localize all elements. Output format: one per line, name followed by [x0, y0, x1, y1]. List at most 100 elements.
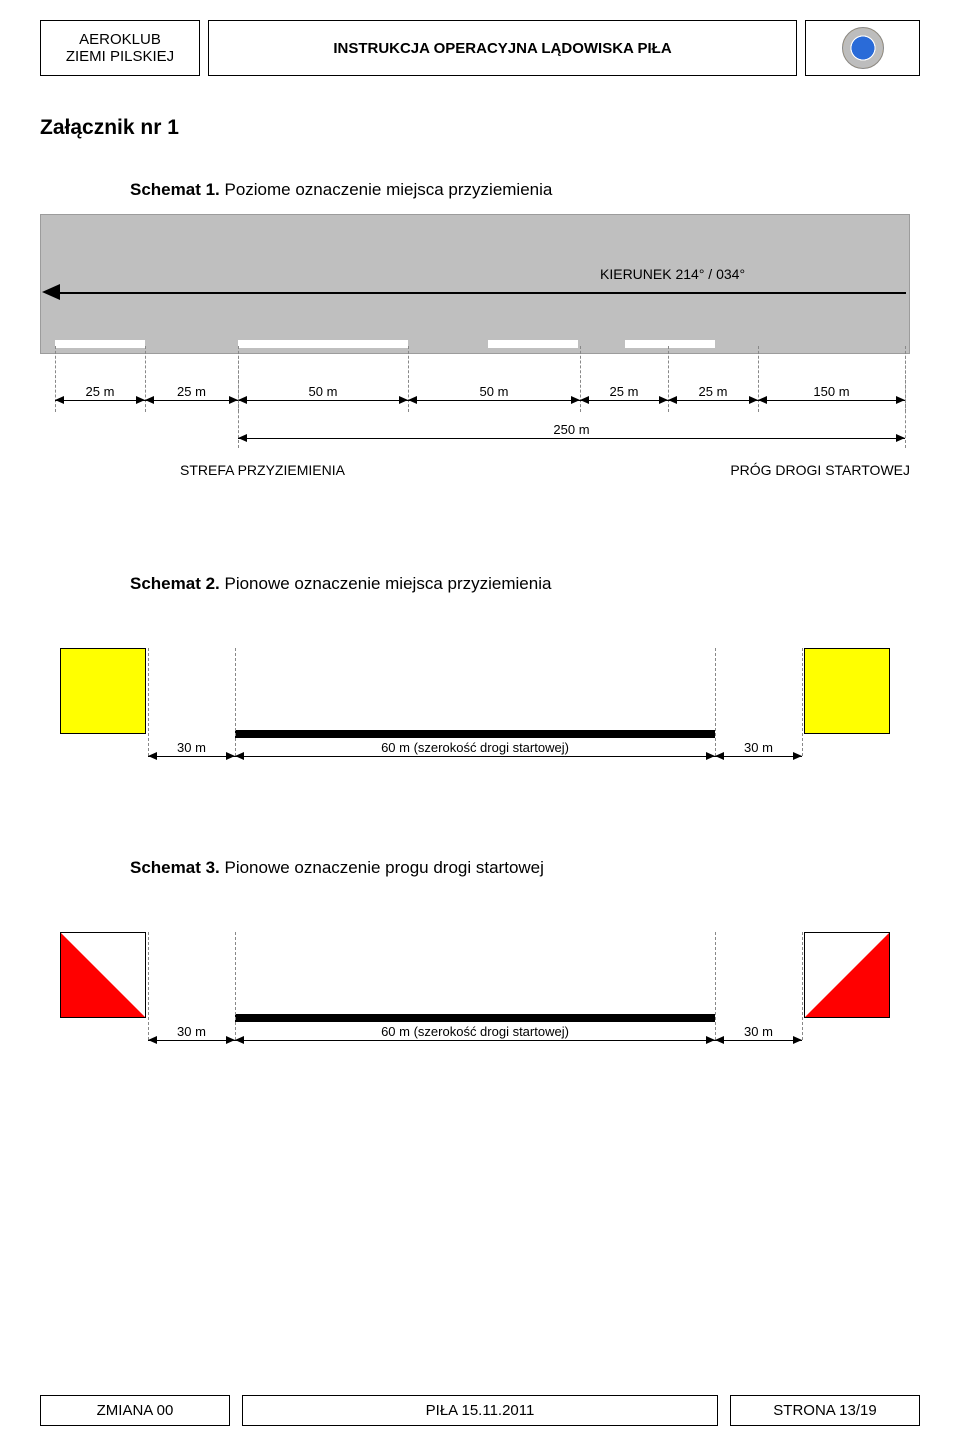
club-logo-icon [842, 27, 884, 69]
runway-width-bar [235, 1014, 715, 1022]
dim-arrow-left-icon [238, 396, 247, 404]
dim-line [715, 756, 802, 757]
marker-panel-right [804, 932, 890, 1018]
dim-line [580, 400, 668, 401]
dim-arrow-right-icon [226, 1036, 235, 1044]
marker-panel-left [60, 932, 146, 1018]
dim-line [235, 1040, 715, 1041]
schema3-title: Schemat 3. Pionowe oznaczenie progu drog… [130, 858, 920, 878]
dim-extension-line [148, 932, 149, 1040]
dim-arrow-left-icon [55, 396, 64, 404]
dim-extension-line [905, 346, 906, 448]
org-line1: AEROKLUB [79, 31, 161, 48]
dim-extension-line [802, 932, 803, 1040]
touchdown-marking [488, 340, 578, 348]
dim-arrow-left-icon [238, 434, 247, 442]
dim-arrow-left-icon [145, 396, 154, 404]
dim-arrow-right-icon [706, 1036, 715, 1044]
direction-arrow-line [48, 292, 906, 294]
schema2-diagram: 30 m 60 m (szerokość drogi startowej) 30 m [40, 648, 910, 778]
dim-label: 60 m (szerokość drogi startowej) [381, 1024, 569, 1039]
dim-arrow-right-icon [229, 396, 238, 404]
dim-arrow-right-icon [659, 396, 668, 404]
dim-line [235, 756, 715, 757]
dim-line [238, 438, 905, 439]
triangle-icon [61, 933, 145, 1017]
dim-line [668, 400, 758, 401]
dim-arrow-left-icon [715, 1036, 724, 1044]
schema2-title-rest: Pionowe oznaczenie miejsca przyziemienia [220, 574, 552, 593]
attachment-title: Załącznik nr 1 [40, 116, 920, 140]
dim-label: 150 m [813, 384, 849, 399]
touchdown-marking [55, 340, 145, 348]
dim-label: 30 m [744, 1024, 773, 1039]
dim-label: 50 m [309, 384, 338, 399]
dim-line [715, 1040, 802, 1041]
schema3-diagram: 30 m 60 m (szerokość drogi startowej) 30 m [40, 932, 910, 1062]
header-org: AEROKLUB ZIEMI PILSKIEJ [40, 20, 200, 76]
dim-line [148, 756, 235, 757]
schema1-diagram: KIERUNEK 214° / 034° 25 m 25 m 50 m 50 m 25 … [40, 214, 910, 474]
dim-arrow-left-icon [408, 396, 417, 404]
dim-arrow-left-icon [148, 1036, 157, 1044]
direction-label: KIERUNEK 214° / 034° [600, 266, 745, 282]
dim-line [238, 400, 408, 401]
dim-line [145, 400, 238, 401]
dim-arrow-left-icon [580, 396, 589, 404]
dim-line [758, 400, 905, 401]
header-row: AEROKLUB ZIEMI PILSKIEJ INSTRUKCJA OPERA… [40, 20, 920, 76]
dim-arrow-left-icon [235, 752, 244, 760]
footer-change: ZMIANA 00 [40, 1395, 230, 1426]
dim-arrow-right-icon [793, 752, 802, 760]
dim-label: 30 m [177, 1024, 206, 1039]
dim-line [408, 400, 580, 401]
dim-extension-line [235, 932, 236, 1040]
dim-arrow-right-icon [226, 752, 235, 760]
dim-arrow-right-icon [793, 1036, 802, 1044]
runway-strip [40, 214, 910, 354]
dim-arrow-right-icon [571, 396, 580, 404]
footer-row: ZMIANA 00 PIŁA 15.11.2011 STRONA 13/19 [40, 1395, 920, 1426]
marker-panel-right [804, 648, 890, 734]
dim-label: 25 m [177, 384, 206, 399]
touchdown-marking [238, 340, 408, 348]
org-line2: ZIEMI PILSKIEJ [66, 48, 174, 65]
dim-line [148, 1040, 235, 1041]
schema1-title-bold: Schemat 1. [130, 180, 220, 199]
dim-arrow-left-icon [668, 396, 677, 404]
dim-line [55, 400, 145, 401]
dim-arrow-right-icon [706, 752, 715, 760]
schema2-title: Schemat 2. Pionowe oznaczenie miejsca pr… [130, 574, 920, 594]
threshold-label: PRÓG DROGI STARTOWEJ [730, 462, 910, 478]
schema3-title-rest: Pionowe oznaczenie progu drogi startowej [220, 858, 544, 877]
dim-extension-line [148, 648, 149, 756]
dim-extension-line [715, 932, 716, 1040]
schema2-title-bold: Schemat 2. [130, 574, 220, 593]
touchdown-zone-label: STREFA PRZYZIEMIENIA [180, 462, 345, 478]
dim-label: 25 m [610, 384, 639, 399]
dim-arrow-right-icon [399, 396, 408, 404]
direction-arrow-head-icon [42, 284, 60, 300]
dim-arrow-right-icon [749, 396, 758, 404]
dim-arrow-right-icon [896, 434, 905, 442]
dim-extension-line [238, 346, 239, 448]
header-title: INSTRUKCJA OPERACYJNA LĄDOWISKA PIŁA [208, 20, 797, 76]
dim-extension-line [715, 648, 716, 756]
dim-arrow-right-icon [136, 396, 145, 404]
dim-label: 60 m (szerokość drogi startowej) [381, 740, 569, 755]
dim-arrow-left-icon [715, 752, 724, 760]
dim-label: 30 m [744, 740, 773, 755]
schema3-title-bold: Schemat 3. [130, 858, 220, 877]
runway-width-bar [235, 730, 715, 738]
touchdown-marking [625, 340, 715, 348]
triangle-icon [805, 933, 889, 1017]
dim-arrow-left-icon [148, 752, 157, 760]
schema1-title-rest: Poziome oznaczenie miejsca przyziemienia [220, 180, 553, 199]
dim-extension-line [802, 648, 803, 756]
schema1-title: Schemat 1. Poziome oznaczenie miejsca pr… [130, 180, 920, 200]
dim-label: 25 m [86, 384, 115, 399]
dim-label: 50 m [480, 384, 509, 399]
page: AEROKLUB ZIEMI PILSKIEJ INSTRUKCJA OPERA… [0, 0, 960, 1456]
footer-center: PIŁA 15.11.2011 [242, 1395, 718, 1426]
dim-label: 30 m [177, 740, 206, 755]
